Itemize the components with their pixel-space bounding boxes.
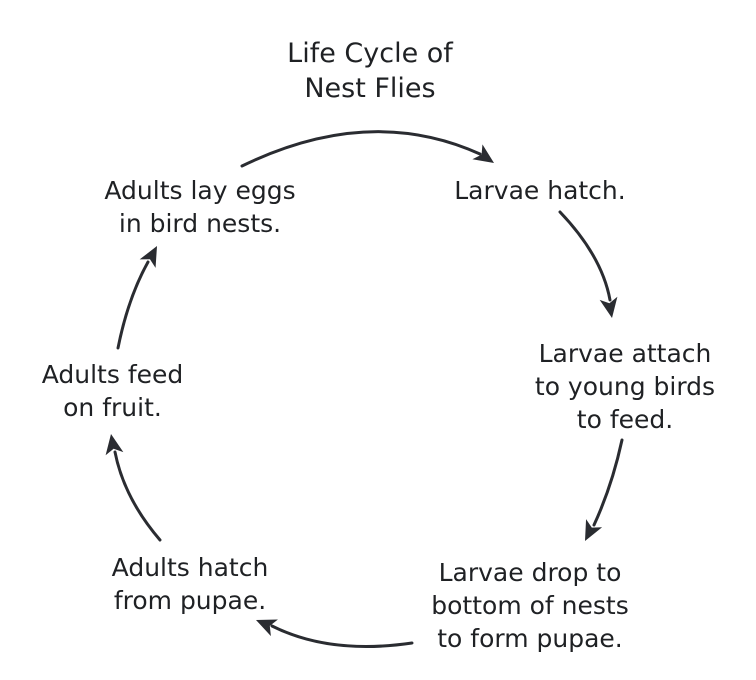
stage-adults-feed: Adults feed on fruit.	[0, 358, 225, 424]
arrow-eggs-to-hatch-icon	[240, 130, 494, 168]
stage-4-line-1: Larvae drop to	[438, 558, 622, 587]
stage-5-line-1: Adults hatch	[111, 553, 269, 582]
stage-3-line-2: to young birds	[534, 372, 716, 401]
stage-5-line-2: from pupae.	[113, 586, 267, 615]
stage-larvae-hatch: Larvae hatch.	[400, 174, 680, 207]
stage-3-line-3: to feed.	[576, 405, 674, 434]
arrow-drop-to-hatch-icon	[256, 619, 414, 649]
stage-larvae-drop: Larvae drop to bottom of nests to form p…	[395, 556, 665, 655]
stage-4-line-3: to form pupae.	[437, 624, 623, 653]
stage-3-line-1: Larvae attach	[538, 339, 712, 368]
stage-2-line-1: Larvae hatch.	[454, 176, 626, 205]
arrow-hatch-to-attach-icon	[558, 210, 618, 318]
stage-4-line-2: bottom of nests	[431, 591, 629, 620]
arrow-feed-to-eggs-icon	[116, 246, 157, 350]
stage-adults-hatch: Adults hatch from pupae.	[60, 551, 320, 617]
stage-adults-lay-eggs: Adults lay eggs in bird nests.	[60, 174, 340, 240]
arrow-hatch-to-feed-icon	[105, 434, 162, 542]
stage-larvae-attach: Larvae attach to young birds to feed.	[495, 337, 755, 436]
diagram-title-line-2: Nest Flies	[304, 73, 436, 104]
stage-1-line-2: in bird nests.	[118, 209, 282, 238]
diagram-title-line-1: Life Cycle of	[287, 38, 453, 69]
diagram-title: Life Cycle of Nest Flies	[230, 36, 510, 106]
stage-6-line-1: Adults feed	[41, 360, 184, 389]
stage-1-line-1: Adults lay eggs	[104, 176, 296, 205]
stage-6-line-2: on fruit.	[63, 393, 162, 422]
arrow-attach-to-drop-icon	[585, 438, 624, 541]
